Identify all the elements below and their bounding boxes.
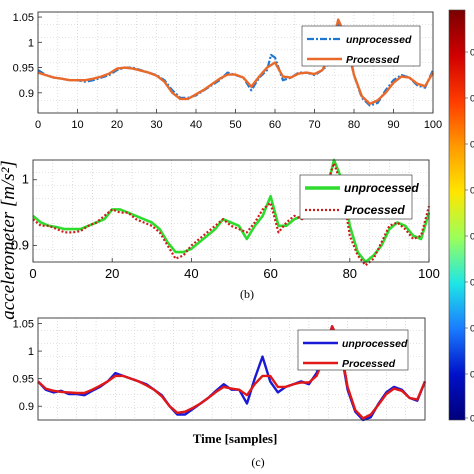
colorbar: 0.8 0.7 0.6 0.5 0.4 0.3 0.2 0.1 0 (448, 9, 474, 425)
y-tick-label: 0.9 (19, 88, 34, 100)
legend-box (299, 174, 413, 220)
y-axis-label: accelerometer [m/s²] (0, 160, 19, 320)
colorbar-tick-label: 0.4 (470, 232, 474, 243)
legend-label: unprocessed (346, 34, 412, 46)
y-tick-label: 0.95 (13, 63, 34, 75)
colorbar-tick-label: 0.3 (470, 278, 474, 289)
x-tick-label: 100 (424, 119, 442, 131)
x-tick-label: 80 (343, 266, 357, 281)
x-tick-label: 0 (35, 119, 41, 131)
y-tick-label: 0.95 (13, 374, 34, 386)
x-tick-label: 100 (418, 266, 440, 281)
panel-b: 0.9 1 0 20 40 60 80 100 unprocessed Processed (b) (11, 158, 440, 301)
y-tick-label: 1 (28, 37, 34, 49)
x-tick-label: 40 (184, 266, 198, 281)
y-tick-label: 1 (22, 172, 29, 187)
x-tick-label: 20 (111, 119, 123, 131)
colorbar-tick-label: 0.1 (470, 370, 474, 381)
y-tick-label: 0.9 (11, 238, 29, 253)
x-tick-label: 30 (150, 119, 162, 131)
legend-label: Processed (344, 203, 405, 217)
x-tick-label: 60 (269, 119, 281, 131)
x-tick-label: 60 (263, 266, 277, 281)
y-tick-label: 1.05 (13, 319, 34, 331)
colorbar-tick-label: 0.5 (470, 186, 474, 197)
legend-label: Processed (346, 54, 400, 66)
colorbar-tick-label: 0 (470, 414, 474, 425)
series-line-processed (37, 18, 435, 106)
series-line-processed (32, 162, 431, 267)
x-tick-label: 70 (308, 119, 320, 131)
colorbar-tick-label: 0.6 (470, 140, 474, 151)
x-tick-label: 20 (105, 266, 119, 281)
y-tick-label: 1.05 (13, 12, 34, 24)
colorbar-gradient (448, 9, 466, 421)
panel-caption: (b) (240, 287, 254, 301)
y-tick-label: 1 (28, 346, 34, 358)
colorbar-tick-label: 0.8 (470, 48, 474, 59)
x-axis-label: Time [samples] (193, 431, 278, 446)
legend-label: unprocessed (344, 181, 419, 195)
y-tick-label: 0.9 (19, 401, 34, 413)
legend-label: Processed (342, 358, 396, 370)
series-line-processed (37, 325, 427, 420)
plot-frame (37, 317, 426, 421)
x-tick-label: 10 (71, 119, 83, 131)
colorbar-tick-label: 0.2 (470, 324, 474, 335)
x-tick-label: 40 (190, 119, 202, 131)
plot-frame (32, 159, 430, 263)
x-tick-label: 80 (348, 119, 360, 131)
panel-caption: (c) (251, 455, 264, 469)
panel-c: 0.9 0.95 1 1.05 unprocessed Processed (c) (13, 317, 427, 469)
legend-label: unprocessed (342, 338, 408, 350)
x-tick-label: 0 (29, 266, 36, 281)
panel-a: 0.9 0.95 1 1.05 0 10 20 30 40 50 60 70 80 90 100 unproc… (13, 11, 442, 179)
x-tick-label: 90 (387, 119, 399, 131)
x-tick-label: 50 (229, 119, 241, 131)
colorbar-tick-label: 0.7 (470, 94, 474, 105)
